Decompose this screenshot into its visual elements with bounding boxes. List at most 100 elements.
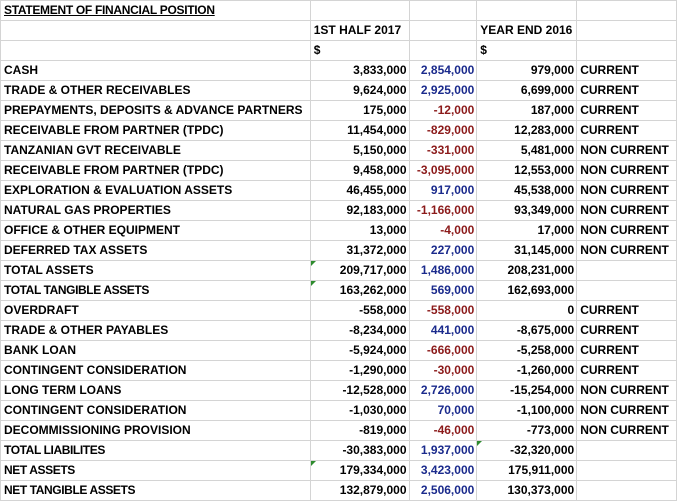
value-change[interactable]: -331,000 (408, 140, 478, 161)
empty-cell[interactable] (576, 20, 677, 41)
value-change[interactable]: -666,000 (408, 340, 478, 361)
value-prior[interactable]: -5,258,000 (476, 340, 578, 361)
row-label[interactable]: PREPAYMENTS, DEPOSITS & ADVANCE PARTNERS (0, 100, 311, 121)
asset-class[interactable]: CURRENT (576, 300, 677, 321)
asset-class[interactable] (576, 280, 677, 301)
asset-class[interactable]: CURRENT (576, 80, 677, 101)
row-label[interactable]: NATURAL GAS PROPERTIES (0, 200, 311, 221)
asset-class[interactable]: CURRENT (576, 100, 677, 121)
asset-class[interactable] (576, 480, 677, 501)
value-current[interactable]: 46,455,000 (309, 180, 410, 201)
value-change[interactable]: -3,095,000 (408, 160, 478, 181)
value-prior[interactable]: 175,911,000 (476, 460, 578, 481)
row-label[interactable]: TOTAL ASSETS (0, 260, 311, 281)
value-current[interactable]: 11,454,000 (309, 120, 410, 141)
asset-class[interactable]: NON CURRENT (576, 140, 677, 161)
value-current[interactable]: 9,624,000 (309, 80, 410, 101)
row-label[interactable]: CONTINGENT CONSIDERATION (0, 400, 311, 421)
asset-class[interactable]: NON CURRENT (576, 420, 677, 441)
empty-cell[interactable] (309, 0, 410, 21)
value-change[interactable]: 2,506,000 (408, 480, 478, 501)
row-label[interactable]: BANK LOAN (0, 340, 311, 361)
value-current[interactable]: 132,879,000 (309, 480, 410, 501)
value-change[interactable]: 2,854,000 (408, 60, 478, 81)
currency-current[interactable]: $ (309, 40, 410, 61)
value-change[interactable]: 1,486,000 (408, 260, 478, 281)
value-current[interactable]: 31,372,000 (309, 240, 410, 261)
asset-class[interactable]: CURRENT (576, 60, 677, 81)
value-current[interactable]: 13,000 (309, 220, 410, 241)
value-change[interactable]: 917,000 (408, 180, 478, 201)
value-current[interactable]: -1,030,000 (309, 400, 410, 421)
value-current[interactable]: -819,000 (309, 420, 410, 441)
value-change[interactable]: -12,000 (408, 100, 478, 121)
empty-cell[interactable] (576, 40, 677, 61)
row-label[interactable]: DECOMMISSIONING PROVISION (0, 420, 311, 441)
row-label[interactable]: CONTINGENT CONSIDERATION (0, 360, 311, 381)
row-label[interactable]: TRADE & OTHER PAYABLES (0, 320, 311, 341)
value-change[interactable]: 70,000 (408, 400, 478, 421)
row-label[interactable]: EXPLORATION & EVALUATION ASSETS (0, 180, 311, 201)
row-label[interactable]: DEFERRED TAX ASSETS (0, 240, 311, 261)
asset-class[interactable]: NON CURRENT (576, 380, 677, 401)
value-change[interactable]: -1,166,000 (408, 200, 478, 221)
value-change[interactable]: -46,000 (408, 420, 478, 441)
row-label[interactable]: TOTAL TANGIBLE ASSETS (0, 280, 311, 301)
empty-cell[interactable] (408, 20, 478, 41)
value-prior[interactable]: 208,231,000 (476, 260, 578, 281)
empty-cell[interactable] (0, 20, 311, 41)
value-prior[interactable]: 93,349,000 (476, 200, 578, 221)
asset-class[interactable] (576, 440, 677, 461)
row-label[interactable]: TANZANIAN GVT RECEIVABLE (0, 140, 311, 161)
value-current[interactable]: -1,290,000 (309, 360, 410, 381)
value-prior[interactable]: -15,254,000 (476, 380, 578, 401)
value-current[interactable]: 92,183,000 (309, 200, 410, 221)
value-current[interactable]: 163,262,000 (309, 280, 410, 301)
value-change[interactable]: -30,000 (408, 360, 478, 381)
asset-class[interactable]: NON CURRENT (576, 400, 677, 421)
asset-class[interactable] (576, 460, 677, 481)
header-current-period[interactable]: 1ST HALF 2017 (309, 20, 410, 41)
row-label[interactable]: OVERDRAFT (0, 300, 311, 321)
row-label[interactable]: TOTAL LIABILITES (0, 440, 311, 461)
value-prior[interactable]: 162,693,000 (476, 280, 578, 301)
empty-cell[interactable] (408, 0, 478, 21)
value-current[interactable]: -8,234,000 (309, 320, 410, 341)
row-label[interactable]: LONG TERM LOANS (0, 380, 311, 401)
value-change[interactable]: 1,937,000 (408, 440, 478, 461)
value-change[interactable]: 3,423,000 (408, 460, 478, 481)
row-label[interactable]: NET TANGIBLE ASSETS (0, 480, 311, 501)
value-current[interactable]: 209,717,000 (309, 260, 410, 281)
value-change[interactable]: 441,000 (408, 320, 478, 341)
value-prior[interactable]: 130,373,000 (476, 480, 578, 501)
value-prior[interactable]: 187,000 (476, 100, 578, 121)
value-current[interactable]: -5,924,000 (309, 340, 410, 361)
asset-class[interactable]: CURRENT (576, 360, 677, 381)
asset-class[interactable]: CURRENT (576, 320, 677, 341)
currency-prior[interactable]: $ (476, 40, 578, 61)
value-current[interactable]: -12,528,000 (309, 380, 410, 401)
value-current[interactable]: 175,000 (309, 100, 410, 121)
asset-class[interactable]: NON CURRENT (576, 200, 677, 221)
asset-class[interactable] (576, 260, 677, 281)
value-prior[interactable]: -32,320,000 (476, 440, 578, 461)
value-current[interactable]: -558,000 (309, 300, 410, 321)
asset-class[interactable]: CURRENT (576, 120, 677, 141)
row-label[interactable]: CASH (0, 60, 311, 81)
asset-class[interactable]: NON CURRENT (576, 220, 677, 241)
value-current[interactable]: 5,150,000 (309, 140, 410, 161)
value-prior[interactable]: -1,100,000 (476, 400, 578, 421)
row-label[interactable]: TRADE & OTHER RECEIVABLES (0, 80, 311, 101)
value-prior[interactable]: -773,000 (476, 420, 578, 441)
value-change[interactable]: -558,000 (408, 300, 478, 321)
value-prior[interactable]: 12,283,000 (476, 120, 578, 141)
value-prior[interactable]: 31,145,000 (476, 240, 578, 261)
row-label[interactable]: RECEIVABLE FROM PARTNER (TPDC) (0, 120, 311, 141)
value-change[interactable]: 2,925,000 (408, 80, 478, 101)
value-prior[interactable]: 0 (476, 300, 578, 321)
row-label[interactable]: OFFICE & OTHER EQUIPMENT (0, 220, 311, 241)
value-current[interactable]: 3,833,000 (309, 60, 410, 81)
value-current[interactable]: 179,334,000 (309, 460, 410, 481)
value-prior[interactable]: -1,260,000 (476, 360, 578, 381)
empty-cell[interactable] (476, 0, 578, 21)
